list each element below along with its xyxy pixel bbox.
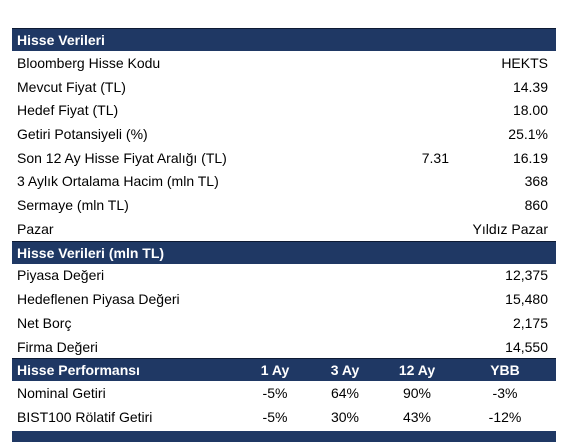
row-label: 3 Aylık Ortalama Hacim (mln TL) [17,173,219,190]
row-value: 368 [524,173,548,190]
performance-value: -12% [488,408,522,425]
row-value: 16.19 [512,149,548,166]
performance-row: BIST100 Rölatif Getiri -5% 30% 43% -12% [12,405,556,429]
performance-header: Hisse Performansı 1 Ay 3 Ay 12 Ay YBB [12,358,556,382]
table-row: Mevcut Fiyat (TL) 14.39 [12,75,556,99]
table-row: Sermaye (mln TL) 860 [12,193,556,217]
performance-value: -3% [492,385,518,402]
performance-row: Nominal Getiri -5% 64% 90% -3% [12,381,556,405]
table-row: Bloomberg Hisse Kodu HEKTS [12,51,556,75]
table-row: Piyasa Değeri 12,375 [12,264,556,288]
performance-value: 90% [402,385,432,402]
bottom-bar [12,431,556,442]
row-label: Hedef Fiyat (TL) [17,102,119,119]
row-label: Hedeflenen Piyasa Değeri [17,291,180,308]
performance-value: -5% [262,408,288,425]
row-value: 12,375 [505,267,548,284]
table-row: Pazar Yıldız Pazar [12,217,556,241]
performance-value: 43% [402,408,432,425]
section-title: Hisse Verileri [17,32,105,48]
row-value: 25.1% [508,125,548,142]
row-value: Yıldız Pazar [472,220,548,237]
section-title: Hisse Verileri (mln TL) [17,244,165,261]
section-header: Hisse Verileri (mln TL) [12,240,556,264]
row-value: 14,550 [505,338,548,355]
row-label: Net Borç [17,314,72,331]
table-row: Firma Değeri 14,550 [12,335,556,359]
table-row: 3 Aylık Ortalama Hacim (mln TL) 368 [12,170,556,194]
row-value: 18.00 [512,102,548,119]
row-label: BIST100 Rölatif Getiri [17,408,153,425]
section-header: Hisse Verileri [12,28,556,51]
table-row: Son 12 Ay Hisse Fiyat Aralığı (TL) 7.31 16… [12,146,556,170]
row-label: Pazar [17,220,54,237]
column-header: 3 Ay [330,362,360,379]
range-low: 7.31 [421,149,449,166]
row-label: Sermaye (mln TL) [17,197,129,214]
row-value: 15,480 [505,291,548,308]
table-row: Getiri Potansiyeli (%) 25.1% [12,122,556,146]
column-header: 1 Ay [260,362,290,379]
row-value: 860 [524,197,548,214]
table-row: Hedeflenen Piyasa Değeri 15,480 [12,287,556,311]
row-value: 2,175 [512,314,548,331]
row-label: Bloomberg Hisse Kodu [17,54,161,71]
row-label: Son 12 Ay Hisse Fiyat Aralığı (TL) [17,149,227,166]
column-header: YBB [490,362,520,379]
row-label: Piyasa Değeri [17,267,105,284]
performance-value: 64% [330,385,360,402]
row-value: HEKTS [501,54,548,71]
column-header: 12 Ay [398,362,436,379]
row-label: Nominal Getiri [17,385,106,402]
row-value: 14.39 [512,78,548,95]
performance-value: 30% [330,408,360,425]
table-row: Hedef Fiyat (TL) 18.00 [12,98,556,122]
row-label: Mevcut Fiyat (TL) [17,78,126,95]
performance-value: -5% [262,385,288,402]
row-label: Getiri Potansiyeli (%) [17,125,148,142]
performance-title: Hisse Performansı [17,362,140,379]
table-row: Net Borç 2,175 [12,311,556,335]
row-label: Firma Değeri [17,338,98,355]
